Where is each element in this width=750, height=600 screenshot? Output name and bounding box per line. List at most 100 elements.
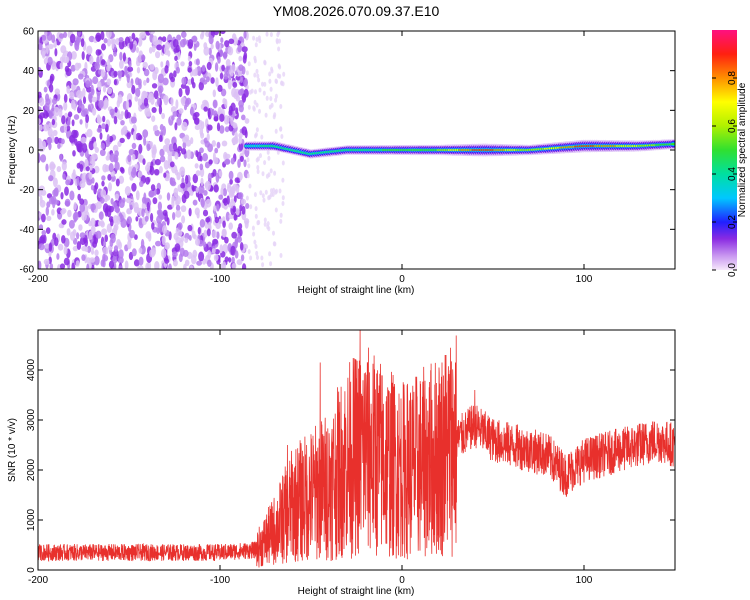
noise-cell bbox=[214, 147, 219, 154]
noise-cell bbox=[126, 81, 132, 89]
noise-cell bbox=[64, 198, 71, 207]
noise-cell bbox=[220, 187, 224, 197]
noise-cell bbox=[40, 234, 46, 245]
noise-cell bbox=[208, 221, 212, 230]
noise-cell bbox=[106, 64, 111, 72]
noise-cell bbox=[139, 32, 146, 39]
colorbar: 0.0 0.2 0.4 0.6 0.8 Normalized spectral ampl… bbox=[712, 30, 748, 277]
noise-cell bbox=[278, 64, 282, 70]
noise-cell bbox=[59, 263, 66, 269]
noise-cell bbox=[102, 85, 107, 93]
noise-cell bbox=[125, 100, 130, 110]
noise-cell bbox=[151, 45, 156, 53]
noise-cell bbox=[46, 215, 52, 222]
noise-cell bbox=[200, 177, 204, 186]
noise-cell bbox=[185, 174, 189, 185]
noise-cell bbox=[223, 51, 228, 60]
noise-cell bbox=[232, 81, 238, 88]
y-tick-label: 2000 bbox=[26, 458, 37, 481]
noise-cell bbox=[42, 140, 47, 150]
noise-cell bbox=[210, 77, 215, 84]
noise-cell bbox=[244, 118, 250, 124]
noise-cell bbox=[168, 263, 172, 269]
noise-cell bbox=[84, 246, 89, 253]
noise-cell bbox=[142, 129, 149, 138]
noise-cell bbox=[249, 89, 253, 95]
noise-cell bbox=[38, 211, 42, 219]
noise-cell bbox=[252, 105, 256, 111]
noise-cell bbox=[104, 234, 108, 243]
noise-cell bbox=[252, 35, 256, 41]
noise-cell bbox=[163, 95, 169, 103]
noise-cell bbox=[258, 38, 262, 44]
noise-cell bbox=[106, 134, 110, 144]
noise-cell bbox=[251, 225, 255, 231]
noise-cell bbox=[263, 81, 267, 87]
noise-cell bbox=[241, 114, 246, 121]
noise-cell bbox=[38, 106, 42, 112]
noise-cell bbox=[113, 249, 119, 257]
spectrogram-xlabel: Height of straight line (km) bbox=[298, 285, 415, 296]
noise-cell bbox=[279, 218, 283, 224]
noise-cell bbox=[91, 177, 95, 184]
noise-cell bbox=[261, 193, 265, 199]
noise-cell bbox=[207, 259, 212, 267]
noise-cell bbox=[211, 140, 216, 147]
noise-cell bbox=[57, 243, 64, 251]
noise-cell bbox=[143, 97, 149, 107]
noise-cell bbox=[263, 217, 267, 223]
noise-cell bbox=[274, 207, 278, 213]
noise-cell bbox=[99, 211, 104, 221]
noise-cell bbox=[151, 115, 156, 122]
noise-cell bbox=[198, 185, 205, 194]
noise-cell bbox=[78, 73, 84, 80]
noise-cell bbox=[184, 259, 190, 266]
noise-cell bbox=[115, 178, 120, 187]
noise-cell bbox=[71, 262, 75, 269]
noise-cell bbox=[187, 55, 191, 62]
noise-cell bbox=[145, 262, 150, 269]
noise-cell bbox=[39, 195, 43, 204]
noise-cell bbox=[281, 177, 285, 183]
noise-cell bbox=[138, 217, 143, 226]
noise-cell bbox=[131, 32, 136, 40]
noise-cell bbox=[216, 141, 221, 149]
noise-cell bbox=[113, 79, 117, 86]
x-tick-label: 0 bbox=[399, 274, 405, 285]
noise-cell bbox=[180, 97, 186, 105]
noise-cell bbox=[143, 192, 147, 203]
noise-cell bbox=[213, 157, 219, 165]
noise-cell bbox=[136, 66, 141, 74]
noise-cell bbox=[63, 31, 68, 38]
noise-cell bbox=[178, 108, 184, 114]
noise-cell bbox=[224, 153, 231, 159]
noise-cell bbox=[109, 238, 114, 247]
noise-cell bbox=[86, 245, 92, 253]
noise-cell bbox=[238, 100, 245, 108]
noise-cell bbox=[247, 104, 251, 110]
snr-ylabel: SNR (10 * v/v) bbox=[7, 418, 18, 482]
noise-cell bbox=[202, 209, 209, 217]
noise-cell bbox=[219, 125, 225, 134]
noise-cell bbox=[139, 180, 144, 188]
noise-cell bbox=[249, 204, 253, 210]
noise-cell bbox=[45, 163, 49, 172]
noise-cell bbox=[262, 197, 266, 203]
noise-cell bbox=[90, 217, 96, 227]
noise-cell bbox=[76, 90, 82, 99]
noise-cell bbox=[238, 223, 243, 230]
noise-cell bbox=[164, 138, 170, 146]
noise-cell bbox=[219, 113, 225, 123]
noise-cell bbox=[59, 62, 64, 70]
noise-cell bbox=[61, 115, 66, 125]
noise-cell bbox=[106, 208, 112, 218]
noise-cell bbox=[255, 37, 259, 42]
x-tick-label: -100 bbox=[210, 575, 230, 586]
noise-cell bbox=[189, 190, 194, 196]
noise-cell bbox=[195, 58, 200, 66]
noise-cell bbox=[180, 205, 187, 213]
noise-cell bbox=[265, 173, 269, 179]
noise-cell bbox=[97, 80, 102, 91]
noise-cell bbox=[265, 95, 269, 101]
noise-cell bbox=[218, 194, 224, 200]
